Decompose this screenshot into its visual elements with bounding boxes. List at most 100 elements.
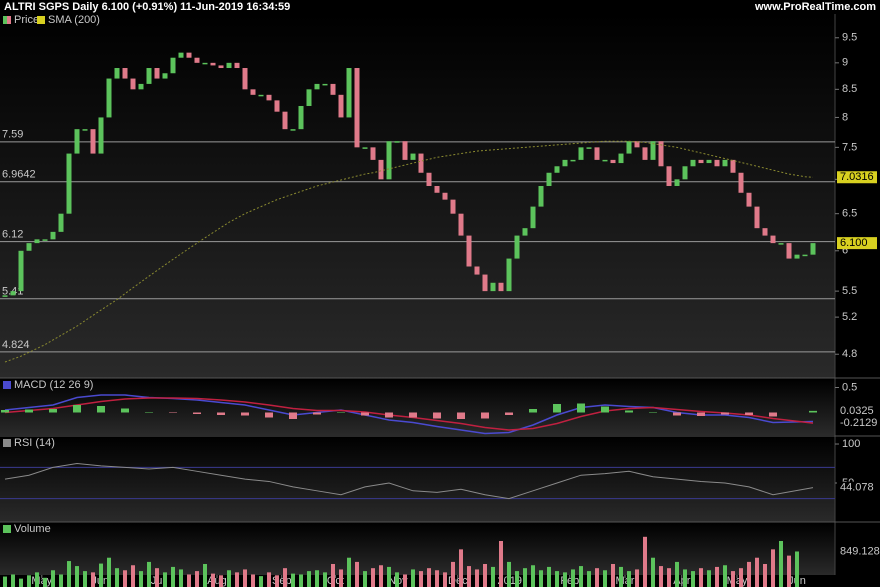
- candle: [426, 172, 432, 187]
- candle: [130, 78, 136, 90]
- volume-bar: [395, 572, 399, 587]
- volume-bar: [307, 571, 311, 587]
- candle: [658, 141, 664, 167]
- histogram-bar: [673, 412, 681, 416]
- volume-bar: [235, 572, 239, 587]
- histogram-bar: [265, 412, 273, 418]
- candle: [674, 179, 680, 187]
- volume-bar: [379, 565, 383, 587]
- candle: [90, 129, 96, 154]
- candle: [466, 235, 472, 267]
- candle: [250, 89, 256, 95]
- volume-bar: [315, 570, 319, 587]
- y-tick-label: 6: [842, 245, 848, 257]
- candle: [242, 68, 248, 90]
- candle: [634, 141, 640, 148]
- x-tick-label: May: [31, 575, 52, 587]
- volume-bar: [707, 570, 711, 587]
- histogram-bar: [409, 412, 417, 418]
- volume-bar: [11, 574, 15, 587]
- volume-bar: [139, 571, 143, 587]
- candle: [530, 206, 536, 229]
- volume-bar: [731, 571, 735, 587]
- candle: [506, 258, 512, 292]
- volume-bar: [291, 573, 295, 587]
- candle: [122, 68, 128, 79]
- x-tick-label: Sep: [272, 575, 292, 587]
- y-tick-label: 0.5: [842, 381, 857, 393]
- volume-bar: [427, 568, 431, 587]
- legend-label: MACD (12 26 9): [14, 379, 93, 391]
- volume-bar: [75, 566, 79, 587]
- candle: [162, 73, 168, 79]
- x-tick-label: May: [727, 575, 748, 587]
- histogram-bar: [457, 412, 465, 419]
- candle: [42, 239, 48, 241]
- rsi-pane: [0, 437, 835, 522]
- candle: [722, 159, 728, 167]
- volume-bar: [27, 575, 31, 587]
- volume-bar: [667, 568, 671, 587]
- histogram-bar: [505, 412, 513, 415]
- candle: [170, 57, 176, 74]
- histogram-bar: [745, 412, 753, 415]
- histogram-bar: [361, 412, 369, 416]
- candle: [330, 83, 336, 95]
- candle: [714, 159, 720, 167]
- candle: [522, 228, 528, 236]
- candle: [578, 147, 584, 160]
- candle: [554, 166, 560, 173]
- chart-title: ALTRI SGPS Daily 6.100 (+0.91%) 11-Jun-2…: [4, 1, 290, 13]
- candle: [666, 166, 672, 187]
- candle: [386, 141, 392, 180]
- histogram-bar: [49, 409, 57, 413]
- histogram-bar: [337, 412, 345, 413]
- volume-bar: [635, 569, 639, 587]
- candle: [362, 147, 368, 149]
- macd-pane: [0, 379, 835, 435]
- volume-bar: [507, 561, 511, 587]
- volume-bar: [475, 569, 479, 587]
- candle: [698, 159, 704, 164]
- price-pane: [0, 14, 835, 378]
- candle: [570, 159, 576, 162]
- volume-bar: [163, 572, 167, 587]
- candle: [786, 243, 792, 259]
- candle: [346, 68, 352, 118]
- volume-bar: [339, 569, 343, 587]
- volume-bar: [659, 566, 663, 587]
- candle: [394, 141, 400, 143]
- series-line: [4, 394, 814, 435]
- rsi-last-box: [837, 481, 877, 494]
- legend-label: RSI (14): [14, 437, 55, 449]
- candle: [298, 105, 304, 130]
- legend-swatch: [7, 16, 11, 24]
- y-tick-label: 5.5: [842, 285, 857, 297]
- legend-swatch: [3, 525, 11, 533]
- volume-bar: [531, 565, 535, 587]
- candle: [266, 94, 272, 101]
- histogram-bar: [97, 406, 105, 413]
- volume-bar: [499, 540, 503, 587]
- volume-bar: [491, 566, 495, 587]
- volume-bar: [323, 572, 327, 587]
- volume-pane: [0, 523, 835, 575]
- volume-bar: [691, 571, 695, 587]
- candle: [730, 159, 736, 173]
- histogram-bar: [145, 412, 153, 413]
- volume-last: 849.128: [840, 545, 880, 557]
- volume-bar: [363, 571, 367, 587]
- volume-bar: [403, 574, 407, 587]
- y-tick-label: 7.5: [842, 141, 857, 153]
- y-tick-label: 4.8: [842, 348, 857, 360]
- x-tick-label: Aug: [207, 575, 227, 587]
- volume-bar: [643, 536, 647, 587]
- volume-bar: [715, 566, 719, 587]
- level-label: 7.59: [2, 129, 23, 141]
- candle: [290, 129, 296, 131]
- volume-bar: [555, 571, 559, 587]
- volume-bar: [699, 568, 703, 587]
- candle: [562, 159, 568, 167]
- candle: [450, 199, 456, 214]
